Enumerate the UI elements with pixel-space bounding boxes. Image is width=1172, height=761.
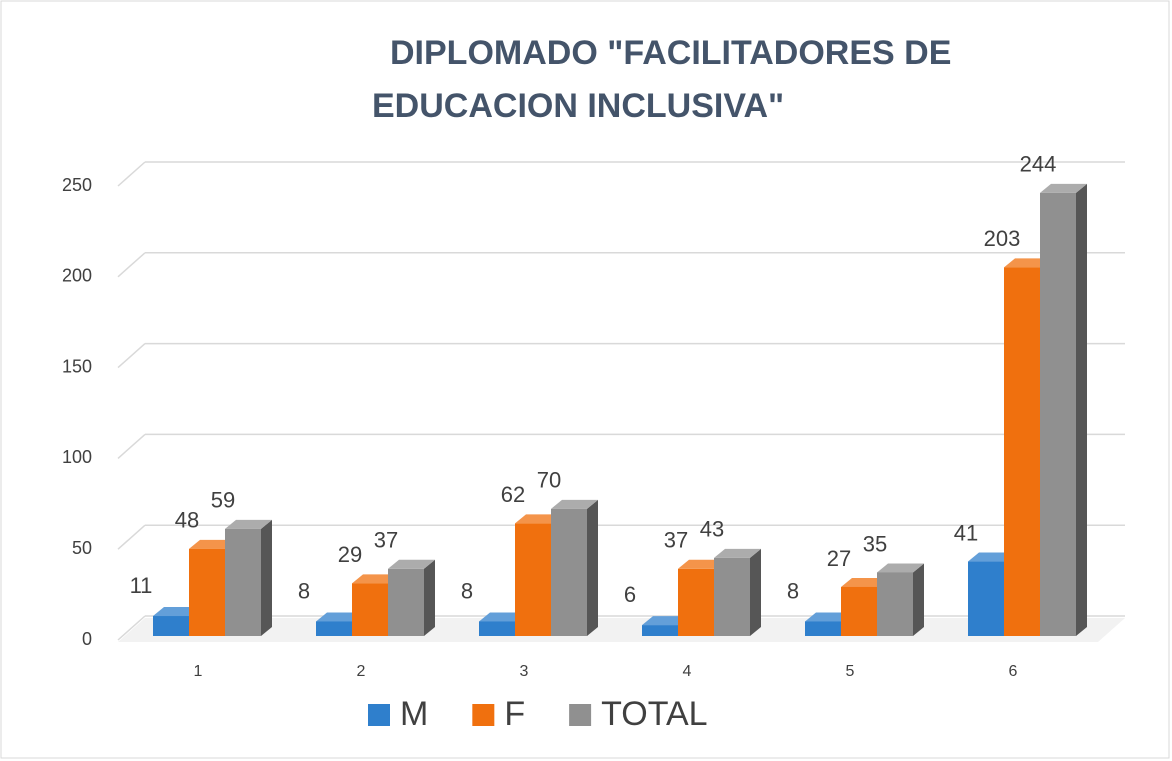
data-label: 8 <box>298 578 310 603</box>
bar-top <box>642 616 689 626</box>
bar <box>352 583 388 636</box>
data-label: 11 <box>130 573 153 598</box>
data-label: 203 <box>984 226 1021 251</box>
x-tick-label: 2 <box>357 663 366 680</box>
grid-line-side <box>117 252 146 278</box>
x-tick-label: 5 <box>846 663 855 680</box>
bar-top <box>479 612 526 622</box>
x-tick-label: 4 <box>683 663 692 680</box>
y-tick-label: 150 <box>62 356 92 376</box>
grid-line-side <box>117 524 146 550</box>
bar <box>714 557 750 636</box>
legend-label: F <box>504 695 525 733</box>
bar-top <box>1040 183 1087 193</box>
legend-swatch <box>472 704 495 726</box>
bar-side <box>750 548 761 636</box>
bar-top <box>805 612 852 622</box>
data-label: 62 <box>501 482 525 507</box>
y-tick-label: 50 <box>72 538 92 558</box>
bar-top <box>714 548 761 558</box>
bar-top <box>189 539 236 549</box>
bar-top <box>968 552 1015 562</box>
data-label: 244 <box>1020 152 1057 177</box>
x-tick-label: 1 <box>194 663 203 680</box>
bar <box>877 572 913 636</box>
bar <box>388 568 424 636</box>
bar-top <box>841 577 888 587</box>
data-label: 37 <box>664 528 688 553</box>
bar-top <box>388 559 435 569</box>
data-label: 35 <box>863 531 887 556</box>
grid-line-side <box>117 161 146 187</box>
bar <box>968 561 1004 636</box>
bar <box>841 586 877 636</box>
grid-line-side <box>117 433 146 459</box>
data-label: 29 <box>338 542 362 567</box>
bar <box>515 523 551 636</box>
data-label: 48 <box>175 508 199 533</box>
bar <box>1004 267 1040 636</box>
grid-line-side <box>117 615 146 641</box>
y-tick-label: 0 <box>82 629 92 649</box>
legend-label: M <box>400 695 428 733</box>
bar <box>479 621 515 636</box>
legend-label: TOTAL <box>601 695 707 733</box>
bar <box>551 508 587 636</box>
bar-top <box>225 519 272 529</box>
data-label: 43 <box>700 517 724 542</box>
bar-side <box>424 559 435 636</box>
x-tick-label: 6 <box>1009 663 1018 680</box>
data-label: 8 <box>787 578 799 603</box>
bar <box>1040 192 1076 636</box>
bar-top <box>515 514 562 524</box>
bar-side <box>587 499 598 636</box>
bar-top <box>1004 258 1051 268</box>
data-label: 41 <box>954 520 978 545</box>
y-tick-label: 100 <box>62 447 92 467</box>
bar-top <box>551 499 598 509</box>
bar <box>642 625 678 636</box>
bar <box>189 548 225 636</box>
bar <box>153 616 189 636</box>
data-label: 37 <box>374 528 398 553</box>
data-label: 8 <box>461 578 473 603</box>
y-tick-label: 250 <box>62 175 92 195</box>
bar <box>225 528 261 636</box>
bar-side <box>1076 183 1087 636</box>
bar <box>316 621 352 636</box>
chart-title: EDUCACION INCLUSIVA" <box>372 87 784 125</box>
bar-side <box>913 563 924 636</box>
grid-line-side <box>117 343 146 369</box>
legend-swatch <box>368 704 390 726</box>
legend-swatch <box>569 704 592 726</box>
bar-top <box>678 559 725 569</box>
bar <box>805 621 841 636</box>
data-label: 70 <box>537 468 561 493</box>
bar <box>678 568 714 636</box>
data-label: 6 <box>624 582 636 607</box>
data-label: 27 <box>827 546 851 571</box>
x-tick-label: 3 <box>520 663 529 680</box>
y-tick-label: 200 <box>62 266 92 286</box>
bar-top <box>352 574 399 584</box>
bar-top <box>153 607 200 617</box>
chart-title: DIPLOMADO "FACILITADORES DE <box>390 34 951 72</box>
bar-side <box>261 519 272 636</box>
bar-top <box>316 612 363 622</box>
data-label: 59 <box>211 488 235 513</box>
bar-top <box>877 563 924 573</box>
